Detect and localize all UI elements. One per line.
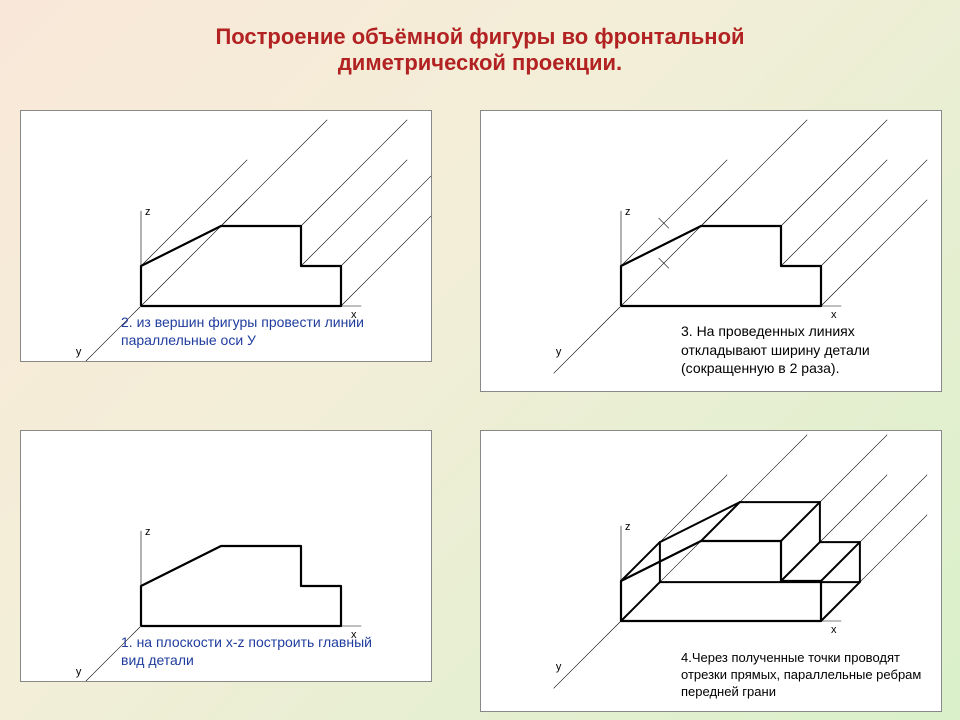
title-line-2: диметрической проекции. bbox=[338, 50, 622, 75]
title-line-1: Построение объёмной фигуры во фронтально… bbox=[215, 24, 744, 49]
caption-step-3-text: 3. На проведенных линиях откладывают шир… bbox=[681, 323, 870, 375]
panel-step-2: zxy 2. из вершин фигуры провести линии п… bbox=[20, 110, 432, 362]
svg-text:y: y bbox=[556, 661, 562, 673]
svg-text:x: x bbox=[831, 309, 837, 321]
caption-step-2: 2. из вершин фигуры провести линии парал… bbox=[121, 313, 401, 349]
slide-bg: { "title_color":"#b22222", "title_line1"… bbox=[0, 0, 960, 720]
svg-text:z: z bbox=[145, 526, 151, 538]
svg-text:y: y bbox=[76, 666, 82, 678]
slide-title: Построение объёмной фигуры во фронтально… bbox=[0, 24, 960, 76]
caption-step-1: 1. на плоскости x-z построить главный ви… bbox=[121, 633, 381, 669]
panel-step-3: z x y 3. На проведенных линиях откладывают… bbox=[480, 110, 942, 392]
svg-text:x: x bbox=[831, 624, 837, 636]
caption-step-3: 3. На проведенных линиях откладывают шир… bbox=[681, 322, 921, 377]
panel-step-4: z x y 4.Через полученные точки проводят от… bbox=[480, 430, 942, 712]
caption-step-1-text: 1. на плоскости x-z построить главный ви… bbox=[121, 634, 372, 668]
caption-step-2-text: 2. из вершин фигуры провести линии парал… bbox=[121, 314, 364, 348]
panel-step-1: zxy 1. на плоскости x-z построить главны… bbox=[20, 430, 432, 682]
svg-text:z: z bbox=[145, 206, 151, 218]
caption-step-4: 4.Через полученные точки проводят отрезк… bbox=[681, 650, 931, 701]
svg-text:y: y bbox=[556, 346, 562, 358]
caption-step-4-text: 4.Через полученные точки проводят отрезк… bbox=[681, 650, 921, 699]
svg-text:z: z bbox=[625, 521, 631, 533]
svg-text:y: y bbox=[76, 346, 82, 358]
svg-text:z: z bbox=[625, 206, 631, 218]
